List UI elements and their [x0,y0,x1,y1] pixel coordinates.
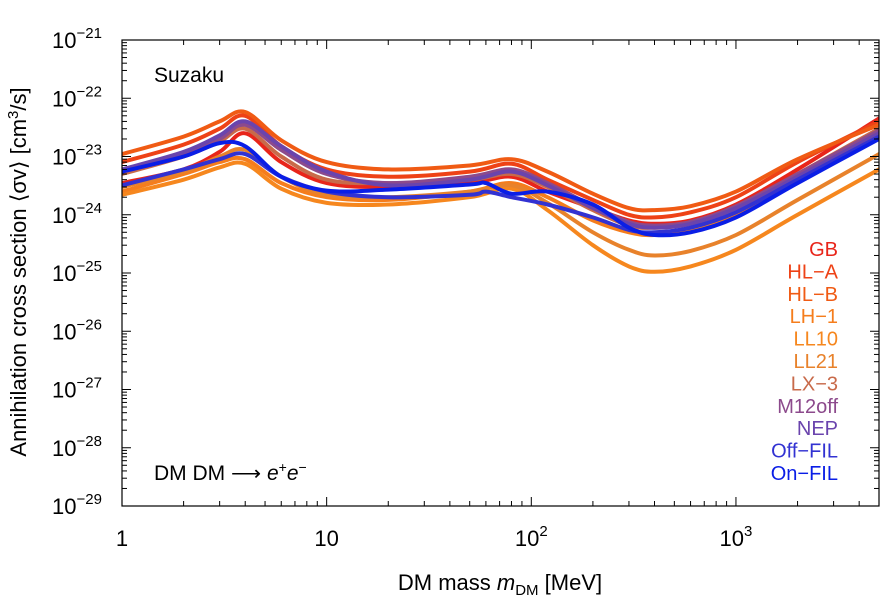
y-tick-label: 10−21 [52,25,102,53]
legend-entry: HL−B [787,284,838,306]
y-tick-label: 10−28 [52,433,102,461]
series-layer [122,109,879,274]
series-line [122,113,879,220]
annotation-suzaku: Suzaku [154,64,224,87]
legend-entry: LL21 [794,351,839,373]
legend-entry: On−FIL [771,463,838,485]
legend-entry: M12off [777,396,838,418]
x-tick-label: 1 [116,526,128,551]
x-tick-label: 102 [515,523,548,551]
y-tick-label: 10−27 [52,375,102,403]
legend-entry: GB [809,239,838,261]
y-tick-label: 10−26 [52,316,102,344]
series-line [122,109,879,213]
y-tick-label: 10−25 [52,258,102,286]
series-line [122,134,879,235]
y-tick-label: 10−23 [52,142,102,170]
annotation-process: DM DM ⟶ e+e− [154,459,307,485]
x-tick-label: 103 [720,523,753,551]
series-line [122,146,879,258]
series-line [122,119,879,230]
x-tick-label: 10 [314,526,338,551]
ticks-layer [121,39,880,507]
legend-entry: LH−1 [790,306,838,328]
series-line [122,131,879,238]
legend-entry: NEP [797,418,838,440]
legend-entry: LL10 [794,329,839,351]
y-tick-label: 10−24 [52,200,102,228]
legend: GBHL−AHL−BLH−1LL10LL21LX−3M12offNEPOff−F… [771,239,839,485]
x-axis-title: DM mass mDM [MeV] [398,570,602,597]
series-line [122,137,879,238]
series-line [122,160,879,274]
legend-entry: LX−3 [791,373,838,395]
legend-entry: Off−FIL [771,441,838,463]
y-tick-label: 10−22 [52,83,102,111]
y-axis-title: Annihilation cross section ⟨σv⟩ [cm3/s] [5,87,31,456]
tick-labels-layer: 1 10 102 103 10−21 10−22 10−23 10−24 10−25 10−26 1… [52,25,752,551]
y-tick-label: 10−29 [52,491,102,519]
legend-entry: HL−A [787,261,838,283]
